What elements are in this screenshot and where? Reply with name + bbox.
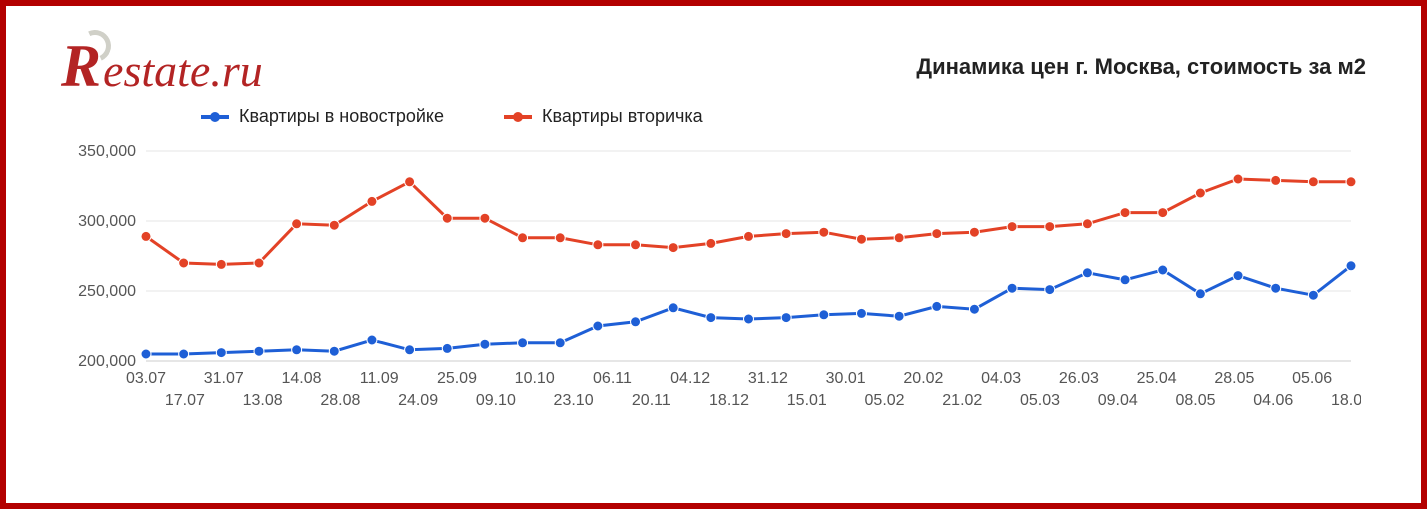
logo-r: R bbox=[61, 36, 101, 96]
legend-swatch-new bbox=[201, 115, 229, 119]
chart-title: Динамика цен г. Москва, стоимость за м2 bbox=[916, 54, 1366, 80]
svg-text:200,000: 200,000 bbox=[78, 353, 136, 370]
svg-text:350,000: 350,000 bbox=[78, 143, 136, 160]
svg-text:23.10: 23.10 bbox=[554, 392, 594, 409]
svg-text:11.09: 11.09 bbox=[360, 370, 399, 387]
svg-text:15.01: 15.01 bbox=[787, 392, 827, 409]
svg-text:30.01: 30.01 bbox=[826, 370, 866, 387]
svg-text:04.12: 04.12 bbox=[670, 370, 710, 387]
svg-text:28.05: 28.05 bbox=[1214, 370, 1254, 387]
svg-text:03.07: 03.07 bbox=[126, 370, 166, 387]
chart-area: 200,000 250,000 300,000 350,000 03.07 17.07 31… bbox=[61, 131, 1366, 481]
svg-text:28.08: 28.08 bbox=[320, 392, 360, 409]
svg-text:09.10: 09.10 bbox=[476, 392, 516, 409]
svg-text:250,000: 250,000 bbox=[78, 283, 136, 300]
legend-item-new: Квартиры в новостройке bbox=[201, 106, 444, 127]
header: R estate.ru Динамика цен г. Москва, стои… bbox=[61, 36, 1366, 96]
svg-text:09.04: 09.04 bbox=[1098, 392, 1138, 409]
svg-text:10.10: 10.10 bbox=[515, 370, 555, 387]
svg-text:24.09: 24.09 bbox=[398, 392, 438, 409]
legend-swatch-secondary bbox=[504, 115, 532, 119]
svg-text:18.06: 18.06 bbox=[1331, 392, 1361, 409]
svg-text:21.02: 21.02 bbox=[942, 392, 982, 409]
logo: R estate.ru bbox=[61, 36, 263, 96]
svg-text:08.05: 08.05 bbox=[1175, 392, 1215, 409]
svg-text:25.04: 25.04 bbox=[1137, 370, 1177, 387]
logo-text: estate.ru bbox=[103, 48, 263, 94]
svg-text:04.06: 04.06 bbox=[1253, 392, 1293, 409]
svg-text:05.06: 05.06 bbox=[1292, 370, 1332, 387]
svg-text:26.03: 26.03 bbox=[1059, 370, 1099, 387]
legend-label-new: Квартиры в новостройке bbox=[239, 106, 444, 127]
svg-text:13.08: 13.08 bbox=[243, 392, 283, 409]
svg-text:31.07: 31.07 bbox=[204, 370, 244, 387]
svg-text:18.12: 18.12 bbox=[709, 392, 749, 409]
svg-text:300,000: 300,000 bbox=[78, 213, 136, 230]
svg-text:04.03: 04.03 bbox=[981, 370, 1021, 387]
legend: Квартиры в новостройке Квартиры вторичка bbox=[201, 106, 1366, 127]
svg-text:20.02: 20.02 bbox=[903, 370, 943, 387]
svg-text:06.11: 06.11 bbox=[593, 370, 632, 387]
svg-text:25.09: 25.09 bbox=[437, 370, 477, 387]
svg-text:31.12: 31.12 bbox=[748, 370, 788, 387]
svg-text:17.07: 17.07 bbox=[165, 392, 205, 409]
line-chart: 200,000 250,000 300,000 350,000 03.07 17.07 31… bbox=[61, 131, 1361, 451]
svg-text:20.11: 20.11 bbox=[632, 392, 671, 409]
svg-text:14.08: 14.08 bbox=[281, 370, 321, 387]
legend-item-secondary: Квартиры вторичка bbox=[504, 106, 703, 127]
svg-text:05.03: 05.03 bbox=[1020, 392, 1060, 409]
legend-label-secondary: Квартиры вторичка bbox=[542, 106, 703, 127]
chart-frame: R estate.ru Динамика цен г. Москва, стои… bbox=[0, 0, 1427, 509]
svg-text:05.02: 05.02 bbox=[865, 392, 905, 409]
